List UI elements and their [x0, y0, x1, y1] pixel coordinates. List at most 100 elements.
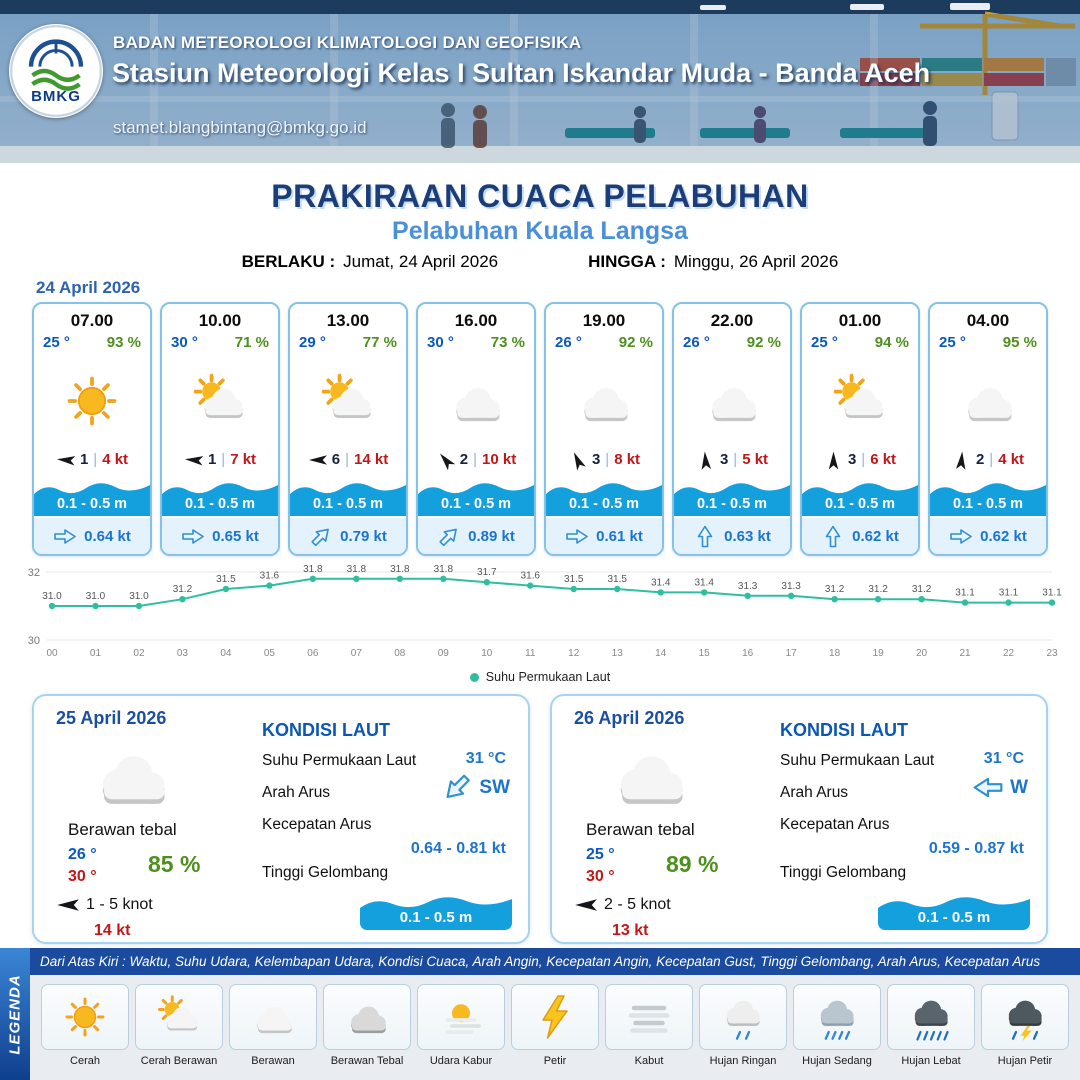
wind-speed: 2	[459, 451, 469, 468]
bmkg-logo-label: BMKG	[31, 88, 81, 105]
wave-height: 0.1 - 0.5 m	[952, 496, 1024, 512]
wave-height: 0.1 - 0.5 m	[312, 496, 384, 512]
card-temp-humidity-row: 25 ° 93 %	[34, 334, 150, 351]
wind-row: 6 | 14 kt	[290, 451, 406, 468]
current-direction-icon	[438, 768, 477, 807]
sun-cloud-icon	[135, 984, 223, 1050]
current-row: 0.64 kt	[34, 516, 150, 554]
sst-label: Suhu Permukaan Laut	[780, 752, 935, 769]
card-time: 19.00	[582, 311, 626, 330]
current-row: 0.79 kt	[290, 516, 406, 554]
legend-item: Petir	[511, 984, 599, 1080]
svg-text:12: 12	[568, 648, 580, 659]
wave-height-band: 0.1 - 0.5 m	[34, 474, 150, 516]
svg-text:31.8: 31.8	[303, 564, 323, 575]
wind-range: 2 - 5 knot	[604, 896, 671, 913]
wind-direction-icon	[826, 450, 840, 469]
card-temp-humidity-row: 30 ° 71 %	[162, 334, 278, 351]
wave-height: 0.1 - 0.5 m	[56, 496, 128, 512]
legend-item-label: Berawan	[251, 1055, 295, 1067]
temp-max: 30 °	[68, 868, 97, 885]
current-direction-icon	[53, 528, 77, 545]
forecast-card: 01.00 25 ° 94 % 3 | 6 kt 0.1 - 0.5 m 0.62 kt	[800, 302, 920, 556]
wave-height-value: 0.1 - 0.5 m	[917, 909, 991, 926]
day-summary-card: 25 April 2026 Berawan tebal 26 ° 30 ° 85 % 1 …	[32, 694, 530, 944]
agency-name: BADAN METEOROLOGI KLIMATOLOGI DAN GEOFIS…	[113, 33, 582, 52]
legend-item-label: Petir	[543, 1055, 567, 1067]
current-direction-text: W	[1010, 776, 1028, 798]
legend-item: Hujan Petir	[981, 984, 1069, 1080]
wave-height-label: Tinggi Gelombang	[262, 864, 389, 881]
current-direction: W	[972, 776, 1028, 799]
divider: |	[605, 451, 610, 468]
current-row: 0.62 kt	[930, 516, 1046, 554]
weather-icon	[34, 351, 150, 451]
svg-text:31.1: 31.1	[999, 588, 1019, 599]
wind-direction-icon	[56, 897, 79, 913]
wind-row: 1 | 4 kt	[34, 451, 150, 468]
svg-text:31.4: 31.4	[651, 577, 671, 588]
wave-height: 0.1 - 0.5 m	[696, 496, 768, 512]
legend-item: Kabut	[605, 984, 693, 1080]
wave-height-value: 0.1 - 0.5 m	[399, 909, 473, 926]
humidity: 95 %	[1002, 334, 1037, 351]
svg-text:31.3: 31.3	[738, 581, 758, 592]
current-direction-icon	[181, 528, 205, 545]
current-row: 0.89 kt	[418, 516, 534, 554]
svg-text:10: 10	[481, 648, 493, 659]
card-temp-humidity-row: 25 ° 94 %	[802, 334, 918, 351]
day-gust: 14 kt	[94, 922, 131, 939]
current-speed: 0.65 kt	[212, 527, 259, 545]
header: BMKG BADAN METEOROLOGI KLIMATOLOGI DAN G…	[0, 0, 1080, 163]
card-temp-humidity-row: 29 ° 77 %	[290, 334, 406, 351]
svg-text:16: 16	[742, 648, 754, 659]
sst-label: Suhu Permukaan Laut	[262, 752, 417, 769]
current-speed-label: Kecepatan Arus	[262, 816, 372, 833]
wind-speed: 1	[79, 451, 89, 468]
cloud-thick-icon	[323, 984, 411, 1050]
lightning-icon	[511, 984, 599, 1050]
wave-height-label: Tinggi Gelombang	[780, 864, 907, 881]
svg-text:32: 32	[28, 567, 40, 579]
svg-text:23: 23	[1046, 648, 1058, 659]
wind-row: 3 | 8 kt	[546, 451, 662, 471]
temp-min: 25 °	[586, 846, 615, 863]
current-speed: 0.61 kt	[596, 527, 643, 545]
rain-medium-icon	[793, 984, 881, 1050]
legend-item: Cerah	[41, 984, 129, 1080]
svg-text:05: 05	[264, 648, 276, 659]
svg-text:31.6: 31.6	[260, 571, 280, 582]
chart-legend-label: Suhu Permukaan Laut	[485, 670, 611, 684]
gust-speed: 4 kt	[998, 451, 1025, 468]
legend-item-label: Cerah Berawan	[140, 1055, 218, 1067]
wind-row: 2 | 4 kt	[930, 450, 1046, 470]
page-subtitle: Pelabuhan Kuala Langsa	[392, 217, 688, 245]
sea-conditions-title: KONDISI LAUT	[262, 720, 390, 740]
humidity: 71 %	[234, 334, 269, 351]
forecast-card: 13.00 29 ° 77 % 6 | 14 kt 0.1 - 0.5 m 0.79 kt	[288, 302, 408, 556]
legend-title: LEGENDA	[6, 973, 24, 1055]
day-humidity: 89 %	[666, 851, 719, 877]
current-direction: SW	[441, 774, 510, 799]
gust-speed: 8 kt	[614, 451, 641, 468]
current-direction-icon	[307, 522, 336, 551]
weather-icon	[162, 351, 278, 451]
legend-item-label: Hujan Lebat	[901, 1055, 961, 1067]
svg-text:30: 30	[28, 635, 40, 647]
card-time: 01.00	[838, 311, 882, 330]
day-date: 26 April 2026	[574, 708, 685, 728]
current-speed: 0.89 kt	[468, 527, 515, 545]
forecast-card: 22.00 26 ° 92 % 3 | 5 kt 0.1 - 0.5 m 0.63 kt	[672, 302, 792, 556]
current-direction-label: Arah Arus	[262, 784, 331, 801]
gust-speed: 6 kt	[870, 451, 897, 468]
haze-icon	[417, 984, 505, 1050]
page-title: PRAKIRAAN CUACA PELABUHAN	[271, 178, 809, 214]
wind-speed: 2	[975, 451, 985, 468]
day-cards: 25 April 2026 Berawan tebal 26 ° 30 ° 85 % 1 …	[32, 694, 1048, 944]
current-direction-icon	[972, 776, 1004, 799]
divider: |	[989, 451, 994, 468]
wind-range: 1 - 5 knot	[86, 896, 153, 913]
header-illustration	[0, 0, 1080, 163]
wind-row: 3 | 6 kt	[802, 450, 918, 469]
wave-height-band: 0.1 - 0.5 m	[878, 888, 1030, 930]
